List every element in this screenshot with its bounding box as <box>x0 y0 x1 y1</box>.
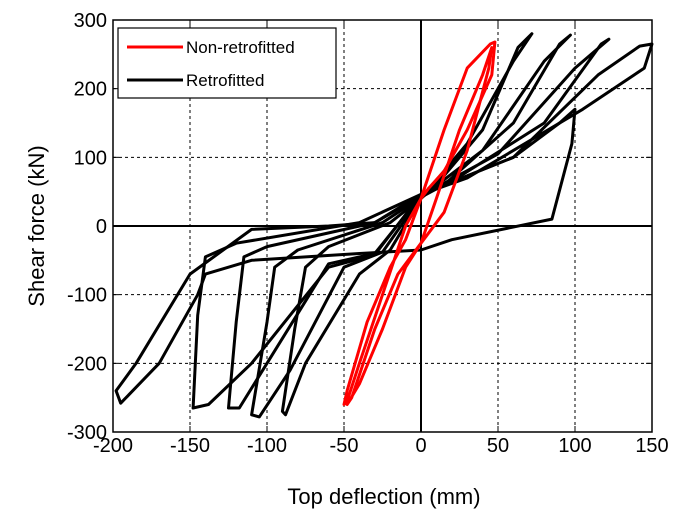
x-tick-label: 50 <box>487 435 509 457</box>
series-non-retrofitted-loop <box>342 40 497 406</box>
series-retrofitted-loop <box>250 33 572 419</box>
x-tick-label: 150 <box>635 435 668 457</box>
curves <box>114 32 654 419</box>
legend-label-non-retrofitted: Non-retrofitted <box>186 38 295 57</box>
x-tick-label: 0 <box>415 435 426 457</box>
legend-label-retrofitted: Retrofitted <box>186 71 264 90</box>
x-tick-label: 100 <box>558 435 591 457</box>
y-tick-label: 100 <box>74 147 107 169</box>
x-tick-label: -200 <box>93 435 133 457</box>
y-tick-label: 300 <box>74 10 107 32</box>
x-tick-label: -100 <box>247 435 287 457</box>
y-ticks: -300 -200 -100 0 100 200 300 <box>67 10 652 444</box>
y-tick-label: 200 <box>74 79 107 101</box>
legend: Non-retrofitted Retrofitted <box>117 27 337 99</box>
y-tick-label: -100 <box>67 285 107 307</box>
x-tick-label: -150 <box>170 435 210 457</box>
legend-box <box>117 27 337 99</box>
series-retrofitted-loop <box>280 32 534 417</box>
series-retrofitted-loop <box>227 37 611 410</box>
y-axis-label: Shear force (kN) <box>24 145 49 306</box>
y-tick-label: -300 <box>67 422 107 444</box>
x-ticks: -200 -150 -100 -50 0 50 100 150 <box>93 20 669 457</box>
y-tick-label: 0 <box>96 216 107 238</box>
y-tick-label: -200 <box>67 353 107 375</box>
series-retrofitted-loop <box>114 107 577 405</box>
x-axis-label: Top deflection (mm) <box>287 484 480 509</box>
series-non-retrofitted-loop <box>345 46 494 406</box>
x-tick-label: -50 <box>330 435 359 457</box>
